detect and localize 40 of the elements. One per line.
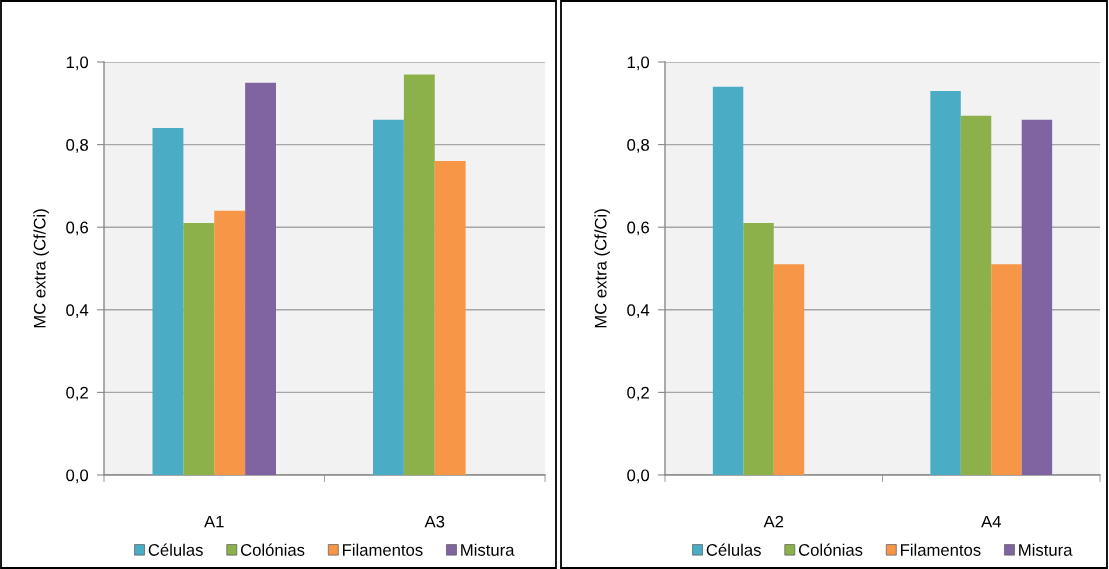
y-axis-title: MC extra (Cf/Ci) <box>33 209 49 328</box>
y-tick-label: 0,6 <box>627 221 649 236</box>
legend-label: Mistura <box>461 543 515 556</box>
legend-label: Filamentos <box>901 543 981 556</box>
y-tick-label: 1,0 <box>66 56 89 71</box>
bar <box>1021 119 1053 475</box>
y-tick-label: 0,0 <box>66 469 89 484</box>
y-tick-label: 0,8 <box>66 139 88 153</box>
x-tick-label: A2 <box>763 515 784 528</box>
x-tick-label: A4 <box>981 515 1001 528</box>
bar <box>373 119 404 475</box>
bar <box>712 86 744 475</box>
legend-label: Colónias <box>240 543 305 556</box>
x-tick-label: A3 <box>424 515 445 528</box>
bar <box>434 161 466 475</box>
y-tick-label: 0,4 <box>627 304 650 318</box>
bar <box>773 264 805 475</box>
bar <box>152 128 184 475</box>
y-tick-label: 0,2 <box>627 386 649 401</box>
bar <box>183 223 215 475</box>
bar <box>245 82 276 475</box>
x-tick-label: A1 <box>204 515 224 528</box>
bar <box>960 115 992 475</box>
y-tick-label: 0,4 <box>66 304 89 318</box>
y-tick-label: 0,2 <box>66 386 88 401</box>
y-tick-label: 1,0 <box>627 56 650 71</box>
y-tick-label: 0,6 <box>66 221 88 236</box>
bar <box>930 90 961 475</box>
bar <box>214 210 246 475</box>
bar <box>743 223 774 475</box>
legend-label: Células <box>148 543 203 556</box>
y-axis-title: MC extra (Cf/Ci) <box>594 209 610 328</box>
legend-label: Filamentos <box>343 543 423 556</box>
y-tick-label: 0,0 <box>627 469 650 484</box>
y-tick-label: 0,8 <box>627 139 649 153</box>
bar <box>991 264 1022 475</box>
legend-label: Colónias <box>798 543 863 556</box>
legend-label: Mistura <box>1019 543 1073 556</box>
legend-label: Células <box>706 543 761 556</box>
bar <box>403 74 435 475</box>
